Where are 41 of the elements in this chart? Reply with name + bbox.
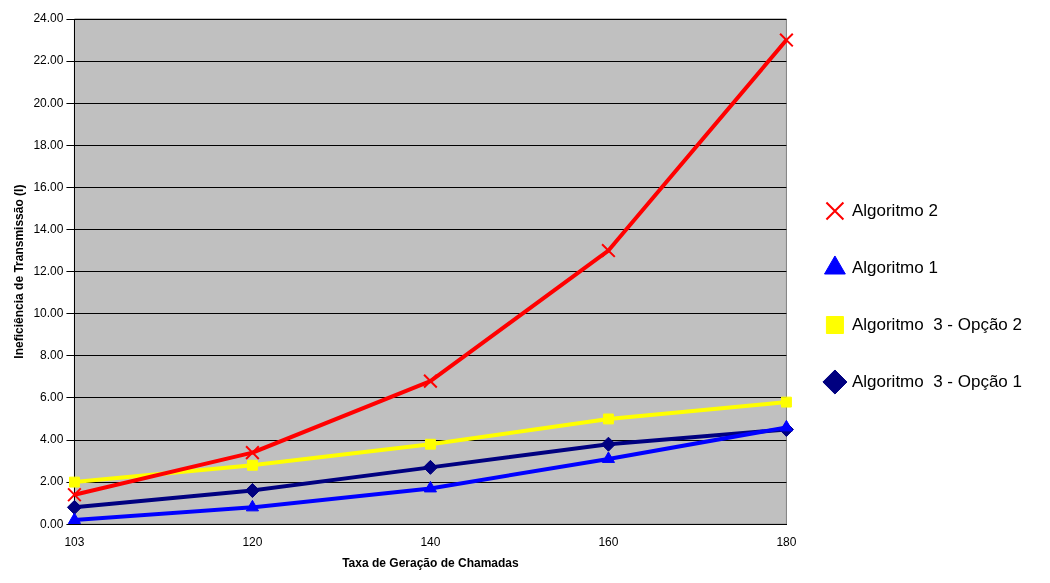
y-tick-label: 6.00 xyxy=(40,390,64,405)
y-tick-label: 14.00 xyxy=(33,221,64,236)
y-tick-label: 0.00 xyxy=(40,516,64,531)
point xyxy=(246,459,258,471)
y-tick-label: 10.00 xyxy=(33,306,64,321)
point xyxy=(422,459,438,475)
point xyxy=(602,413,614,425)
y-tick-label: 24.00 xyxy=(33,11,64,26)
y-tick-label: 20.00 xyxy=(33,95,64,110)
point xyxy=(780,396,792,408)
x-tick-label: 140 xyxy=(420,534,441,549)
y-axis-title: Ineficiência de Transmissão (I) xyxy=(11,184,26,359)
point xyxy=(779,419,793,432)
point xyxy=(601,451,615,463)
point xyxy=(779,32,794,48)
y-tick-label: 2.00 xyxy=(40,474,64,489)
x-tick-label: 160 xyxy=(598,534,619,549)
y-tick-label: 22.00 xyxy=(33,53,64,68)
y-tick-label: 16.00 xyxy=(33,179,64,194)
legend-label: Algoritmo 3 - Opção 1 xyxy=(851,371,1022,391)
y-tick-label: 18.00 xyxy=(33,137,64,152)
y-tick-label: 4.00 xyxy=(40,432,64,447)
x-tick-label: 103 xyxy=(64,534,85,549)
y-tick-label: 12.00 xyxy=(33,263,64,278)
point xyxy=(423,480,437,493)
point xyxy=(245,499,259,512)
x-tick-label: 120 xyxy=(242,534,263,549)
legend-label: Algoritmo 1 xyxy=(851,257,938,277)
point xyxy=(244,483,260,499)
legend-label: Algoritmo 3 - Opção 2 xyxy=(851,314,1022,334)
point xyxy=(601,243,616,258)
x-axis-title: Taxa de Geração de Chamadas xyxy=(342,556,520,571)
y-tick-label: 8.00 xyxy=(40,348,64,363)
point xyxy=(600,436,616,452)
x-tick-label: 180 xyxy=(776,534,797,549)
point xyxy=(67,487,82,503)
point xyxy=(424,438,436,450)
point xyxy=(245,445,260,460)
point xyxy=(66,499,82,515)
point xyxy=(423,373,438,389)
legend-label: Algoritmo 2 xyxy=(851,200,938,220)
